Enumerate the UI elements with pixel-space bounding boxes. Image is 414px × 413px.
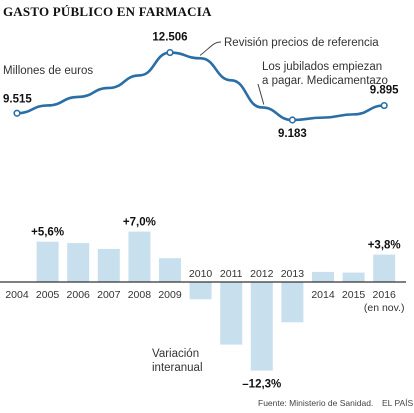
- year-note: (en nov.): [364, 302, 405, 314]
- year-label-2010: 2010: [189, 268, 213, 280]
- bar-label-2005: +5,6%: [31, 227, 64, 239]
- bar-label-2012: –12,3%: [242, 379, 281, 391]
- source-note: Fuente: Ministerio de Sanidad.: [258, 398, 373, 408]
- bar-label-2016: +3,8%: [368, 240, 401, 252]
- bar-2012: [250, 282, 273, 371]
- bar-2006: [67, 243, 90, 282]
- point-label-2004: 9.515: [3, 93, 32, 105]
- bar-2009: [159, 258, 181, 282]
- bar-2015: [342, 272, 365, 282]
- bar-2007: [97, 248, 120, 282]
- unit-label: Millones de euros: [3, 65, 93, 77]
- point-label-2009: 12.506: [152, 32, 187, 44]
- jubilados-annotation-line1: Los jubilados empiezan: [262, 61, 382, 73]
- bars-layer: [36, 231, 396, 371]
- bar-2011: [220, 282, 243, 345]
- year-label-2008: 2008: [128, 289, 152, 301]
- bar-2016: [373, 254, 396, 282]
- chart-title: GASTO PÚBLICO EN FARMACIA: [3, 4, 212, 19]
- point-2009: [166, 48, 174, 57]
- point-2004: [13, 109, 21, 117]
- revision-leader-line: [199, 41, 222, 56]
- year-label-2005: 2005: [36, 289, 60, 301]
- bars-label-line1: Variación: [152, 348, 199, 360]
- publisher-credit: EL PAÍS: [382, 398, 414, 408]
- bar-value-labels: +5,6% +7,0% –12,3% +3,8%: [31, 217, 401, 391]
- year-label-2016: 2016: [373, 289, 397, 301]
- year-label-2014: 2014: [311, 289, 335, 301]
- year-label-2006: 2006: [67, 289, 91, 301]
- year-label-2004: 2004: [5, 289, 29, 301]
- revision-annotation: Revisión precios de referencia: [224, 37, 379, 49]
- year-label-2015: 2015: [342, 289, 366, 301]
- bar-2014: [312, 271, 334, 282]
- year-label-2013: 2013: [281, 268, 305, 280]
- point-2013: [288, 116, 297, 124]
- bar-2013: [281, 282, 304, 323]
- bar-2010: [189, 282, 212, 300]
- point-2016: [380, 101, 388, 110]
- jubilados-annotation-line2: a pagar. Medicamentazo: [262, 75, 388, 87]
- bar-label-2008: +7,0%: [123, 217, 156, 229]
- spending-line: [16, 51, 385, 122]
- year-labels: 2004 2005 2006 2007 2008 2009 2010 2011 2012 2013…: [5, 268, 404, 314]
- point-label-2013: 9.183: [278, 128, 307, 140]
- year-label-2009: 2009: [158, 289, 182, 301]
- line-points: [13, 48, 388, 124]
- bar-2008: [128, 231, 151, 282]
- jubilados-leader-line: [257, 83, 265, 105]
- year-label-2012: 2012: [250, 268, 274, 280]
- bars-label-line2: interanual: [152, 362, 203, 374]
- bar-2005: [36, 241, 59, 282]
- year-label-2011: 2011: [220, 268, 243, 280]
- point-label-2016: 9.895: [370, 85, 399, 97]
- line-value-labels: 9.515 12.506 9.183 9.895: [3, 32, 399, 140]
- year-label-2007: 2007: [97, 289, 121, 301]
